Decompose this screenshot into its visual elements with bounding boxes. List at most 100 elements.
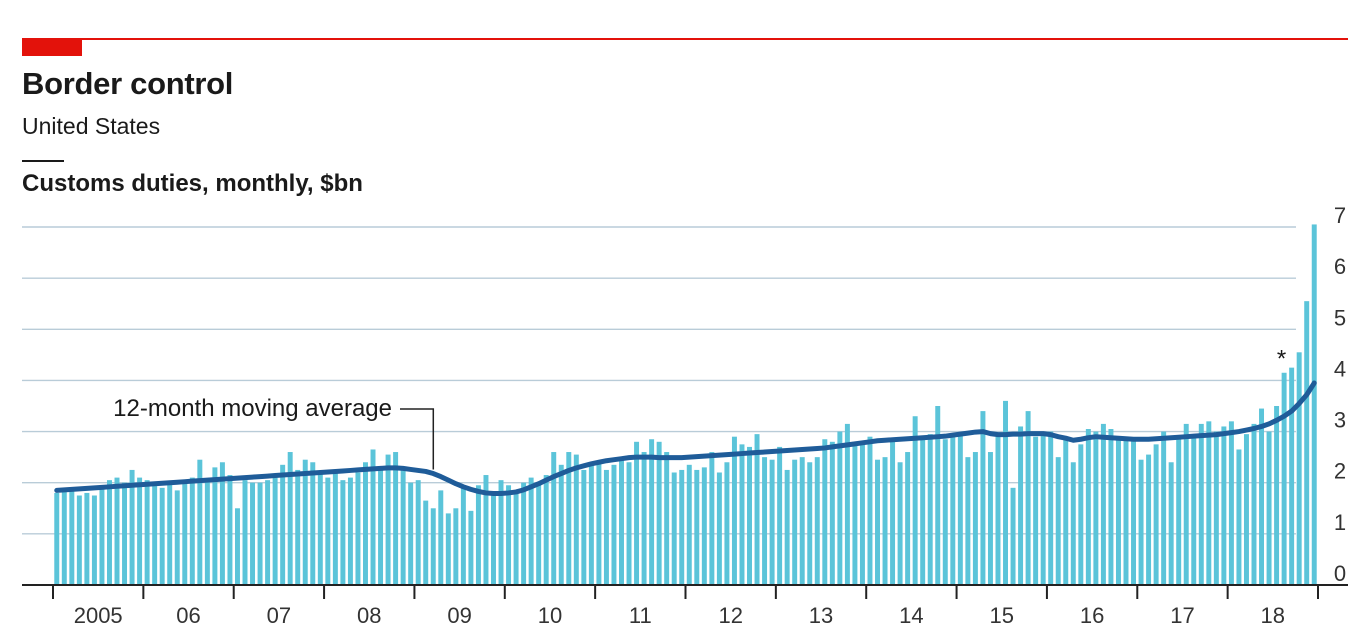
top-rule — [22, 38, 1348, 40]
bar — [1311, 224, 1317, 585]
bar — [528, 477, 534, 585]
bar — [1108, 429, 1114, 585]
bar — [1198, 423, 1204, 585]
bar — [1040, 434, 1046, 585]
x-tick-label: 08 — [357, 603, 381, 628]
bar — [347, 477, 353, 585]
bar — [234, 508, 240, 585]
bar — [588, 464, 594, 585]
separator-rule — [22, 160, 64, 162]
bar — [1289, 367, 1295, 585]
x-tick-label: 12 — [718, 603, 742, 628]
y-tick-label: 5 — [1334, 305, 1346, 330]
bar — [1131, 439, 1137, 585]
bar — [882, 457, 888, 585]
bar — [784, 469, 790, 585]
bar — [980, 411, 986, 585]
bar — [521, 482, 527, 585]
bar — [385, 454, 391, 585]
bar — [626, 462, 632, 585]
bar — [197, 459, 203, 585]
x-axis-labels: 2005 06 07 08 09 10 11 12 13 14 15 16 17 18 — [74, 603, 1285, 628]
bar — [340, 480, 346, 585]
bar — [408, 482, 414, 585]
bar — [204, 480, 210, 585]
moving-average-layer — [54, 380, 1317, 496]
bar — [91, 495, 97, 585]
bar — [144, 480, 150, 585]
bar — [551, 452, 557, 585]
bar — [739, 444, 745, 585]
bar — [1281, 372, 1287, 585]
bar — [189, 477, 195, 585]
bar — [641, 452, 647, 585]
bar — [1078, 444, 1084, 585]
bar — [558, 464, 564, 585]
bar — [400, 469, 406, 585]
bar — [1115, 439, 1121, 585]
bar — [363, 462, 368, 585]
bar-series — [54, 224, 1317, 585]
bar — [122, 482, 128, 585]
bar — [430, 508, 436, 585]
bar — [987, 452, 993, 585]
bar — [99, 487, 105, 585]
bar — [920, 439, 926, 585]
bar — [912, 416, 918, 585]
bar — [483, 475, 489, 585]
bar — [498, 480, 504, 585]
bar — [844, 423, 850, 585]
bar — [1048, 431, 1054, 585]
bar — [1183, 423, 1189, 585]
bar — [799, 457, 805, 585]
bar — [378, 467, 384, 585]
bar — [1123, 436, 1129, 585]
y-tick-label: 0 — [1334, 561, 1346, 586]
chart-title: Border control — [22, 66, 234, 101]
bar — [777, 446, 783, 585]
y-axis-labels: 0 1 2 3 4 5 6 7 — [1334, 203, 1346, 586]
bar — [295, 469, 301, 585]
x-tick-label: 16 — [1080, 603, 1104, 628]
bar — [370, 449, 376, 585]
bar — [875, 459, 880, 585]
bar — [814, 457, 820, 585]
bar — [302, 459, 308, 585]
bar — [460, 487, 466, 585]
bar — [859, 441, 865, 585]
bar — [822, 439, 828, 585]
bar — [84, 492, 90, 585]
bar — [694, 469, 700, 585]
bar — [310, 462, 316, 585]
bar — [1213, 431, 1219, 585]
bar — [159, 487, 165, 585]
bar — [1274, 406, 1280, 585]
x-tick-label: 15 — [990, 603, 1014, 628]
bar — [250, 482, 256, 585]
bar — [1070, 462, 1076, 585]
bar — [152, 482, 158, 585]
bar — [182, 482, 188, 585]
bar — [1085, 429, 1091, 585]
bar — [167, 482, 173, 585]
bar — [596, 462, 602, 585]
bar — [415, 480, 421, 585]
bar — [54, 492, 60, 585]
bar — [69, 487, 75, 585]
bar — [935, 406, 941, 585]
bar — [317, 472, 323, 585]
x-tick-label: 09 — [447, 603, 471, 628]
x-tick-label: 11 — [629, 603, 652, 628]
y-tick-label: 1 — [1334, 510, 1346, 535]
bar — [1033, 436, 1039, 585]
bar — [581, 469, 587, 585]
brand-tag — [22, 38, 82, 56]
bar — [174, 490, 180, 585]
bar — [287, 452, 293, 585]
bar — [950, 436, 956, 585]
bar — [995, 436, 1001, 585]
annotation-leader — [400, 408, 435, 470]
y-tick-label: 7 — [1334, 203, 1346, 228]
bar — [709, 452, 715, 585]
bar — [664, 452, 670, 585]
